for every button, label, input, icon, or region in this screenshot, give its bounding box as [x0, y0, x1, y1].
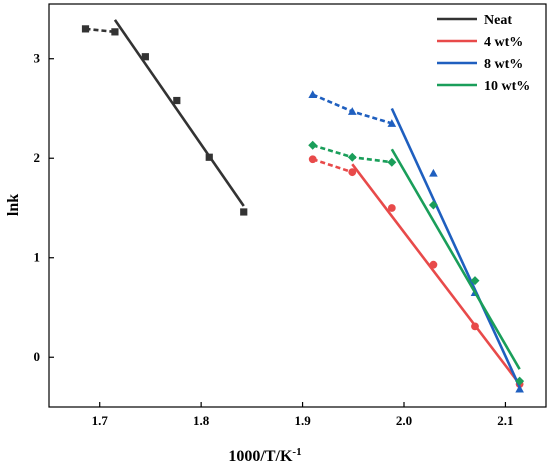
y-tick-label-2: 2 — [34, 150, 41, 165]
series-3-point-4 — [470, 276, 480, 286]
axes: 1.7 1.8 1.9 2.0 2.1 0 1 2 3 — [34, 3, 547, 428]
x-axis-title: 1000/T/K-1 — [228, 446, 301, 465]
y-tick-label-3: 3 — [34, 51, 41, 66]
legend-label-2: 8 wt% — [484, 57, 523, 72]
series-1-point-4 — [471, 322, 479, 331]
series-0-point-0 — [81, 25, 90, 33]
data-layer — [81, 19, 525, 393]
series-3-point-1 — [347, 152, 357, 162]
series-2 — [308, 90, 524, 393]
series-2-point-2 — [387, 119, 397, 127]
series-3-fit-line — [390, 148, 521, 370]
series-1-point-1 — [348, 168, 357, 177]
x-axis-title-superscript: -1 — [292, 446, 301, 458]
series-0-dashed-line — [85, 27, 116, 34]
x-tick-label-4: 2.1 — [497, 413, 513, 428]
series-0-point-4 — [205, 153, 213, 161]
y-tick-label-1: 1 — [34, 250, 41, 265]
y-axis-title: lnk — [5, 194, 22, 216]
series-0-point-3 — [173, 96, 181, 105]
plot-frame — [48, 3, 547, 408]
series-2-point-5 — [515, 384, 524, 393]
series-3 — [308, 140, 525, 386]
series-1-dashed-line — [312, 157, 353, 174]
series-3-point-2 — [387, 157, 397, 167]
series-0-point-2 — [141, 53, 149, 61]
series-3-point-3 — [428, 200, 438, 210]
series-1-point-0 — [308, 155, 317, 164]
series-2-point-0 — [308, 90, 318, 99]
series-1-point-3 — [429, 260, 438, 269]
x-axis-title-main: 1000/T/K — [228, 448, 293, 465]
legend: Neat 4 wt% 8 wt% 10 wt% — [437, 13, 530, 94]
series-3-point-0 — [308, 140, 318, 150]
x-tick-label-0: 1.7 — [92, 413, 109, 428]
series-2-point-1 — [347, 107, 357, 115]
series-0 — [81, 19, 248, 216]
series-2-fit-line — [390, 107, 521, 388]
x-tick-label-1: 1.8 — [193, 413, 210, 428]
series-1-fit-line — [351, 163, 521, 385]
series-2-point-3 — [429, 168, 438, 177]
x-tick-label-3: 2.0 — [396, 413, 412, 428]
legend-label-1: 4 wt% — [484, 35, 523, 50]
y-tick-label-0: 0 — [34, 349, 41, 364]
series-1-point-2 — [387, 204, 396, 212]
series-3-point-5 — [515, 376, 525, 386]
x-tick-label-2: 1.9 — [294, 413, 311, 428]
legend-label-3: 10 wt% — [484, 79, 530, 94]
series-0-point-5 — [240, 208, 248, 216]
legend-label-0: Neat — [484, 13, 512, 28]
series-0-point-1 — [111, 28, 119, 36]
series-0-fit-line — [113, 19, 245, 207]
